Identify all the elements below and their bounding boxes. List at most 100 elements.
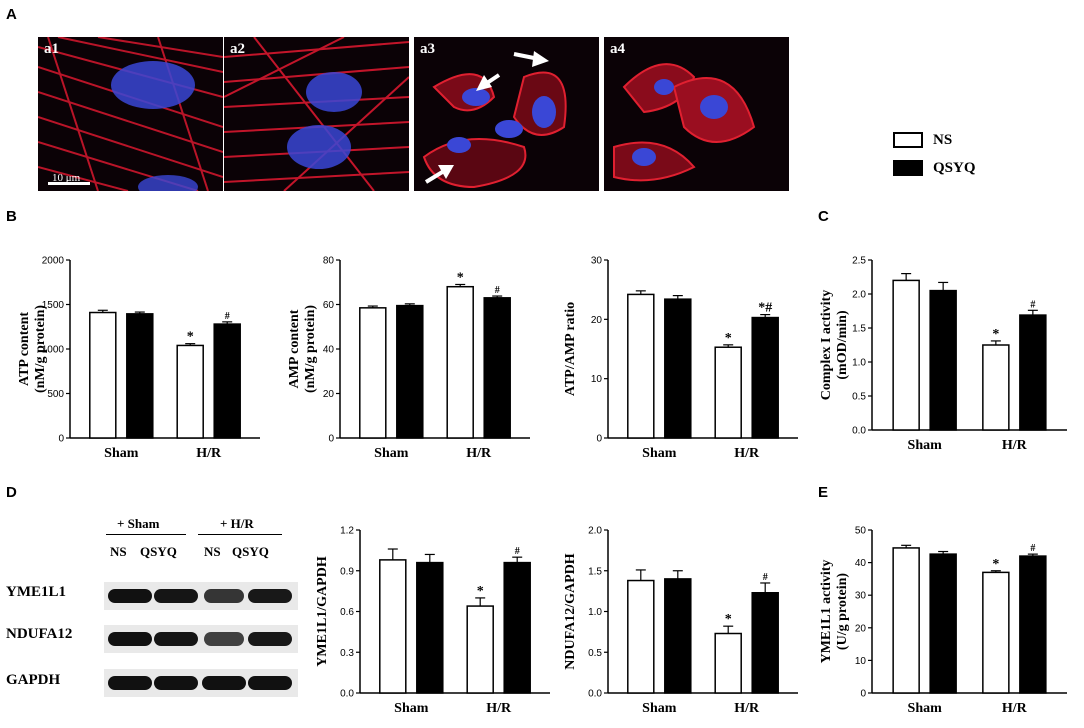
blot-band (248, 632, 292, 646)
micrograph-a4-label: a4 (610, 41, 625, 57)
bar-qsyq-sham (929, 553, 957, 694)
bar-ns-hr (446, 285, 474, 439)
chart-atp-amp-ratio-svg: ATP/AMP ratio 0 10 20 30 Sham * *# H/R (563, 256, 798, 461)
y-axis-label: AMP content (287, 309, 302, 388)
y-tick-label: 0.0 (588, 689, 602, 700)
western-blot: + Sham + H/R NS QSYQ NS QSYQ YME1L1 NDUF… (0, 514, 300, 714)
y-tick-label: 30 (855, 591, 867, 602)
y-tick-label: 0.0 (852, 426, 866, 437)
micrograph-a4: a4 (604, 37, 789, 191)
micrograph-a1: a1 10 μm (38, 37, 223, 191)
bar-qsyq-hr (503, 561, 531, 694)
micrograph-a4-image (613, 63, 756, 182)
x-tick-label: H/R (734, 701, 760, 716)
legend-item-qsyq: QSYQ (893, 158, 976, 178)
significance-marker: # (515, 546, 520, 557)
y-tick-label: 0.0 (340, 689, 354, 700)
x-tick-label: Sham (394, 701, 429, 716)
y-axis-label: Complex I activity (819, 290, 834, 400)
y-tick-label: 1.5 (852, 324, 866, 335)
y-axis-label: YME1L1/GAPDH (315, 556, 330, 667)
blot-lane-1: NS (110, 544, 127, 559)
bar-qsyq-hr (483, 297, 511, 439)
blot-lane-2: QSYQ (140, 544, 177, 559)
bar-qsyq-sham (664, 578, 692, 694)
significance-marker: * (477, 584, 484, 599)
panel-label-e: E (818, 484, 829, 501)
bar-ns-sham (892, 547, 920, 694)
scale-bar-label: 10 μm (52, 172, 81, 184)
x-tick-label: H/R (1002, 438, 1028, 453)
y-axis-label: ATP content (17, 312, 32, 386)
chart-complex-i-activity-svg: Complex I activity (mOD/min) 0.0 0.5 1.0 1.5 2… (819, 256, 1067, 453)
y-axis-label: (nM/g protein) (33, 305, 48, 393)
y-tick-label: 0 (596, 434, 602, 445)
x-tick-label: H/R (196, 446, 222, 461)
x-tick-label: Sham (642, 701, 677, 716)
y-axis-label: (U/g protein) (835, 573, 850, 650)
chart-amp-content: AMP content (nM/g protein) 0 20 40 60 80 Sham * #… (280, 250, 540, 470)
blot-lane-4: QSYQ (232, 544, 269, 559)
y-tick-label: 80 (323, 256, 335, 267)
chart-yme1l1-gapdh-svg: YME1L1/GAPDH 0.0 0.3 0.6 0.9 1.2 Sham * # H/R (315, 526, 550, 716)
blot-lane-3: NS (204, 544, 221, 559)
bar-ns-hr (982, 571, 1010, 694)
legend-label-qsyq: QSYQ (933, 159, 976, 176)
chart-yme1l1-activity-svg: YME1L1 activity (U/g protein) 0 10 20 30 40 50 S… (819, 526, 1067, 716)
bar-ns-hr (714, 632, 742, 694)
blot-row-yme1l1-label: YME1L1 (6, 584, 66, 600)
chart-ndufa12-gapdh: NDUFA12/GAPDH 0.0 0.5 1.0 1.5 2.0 Sham * # H/R (548, 518, 808, 723)
y-tick-label: 2.0 (852, 290, 866, 301)
chart-amp-content-svg: AMP content (nM/g protein) 0 20 40 60 80 Sham * #… (287, 256, 530, 461)
significance-marker: * (992, 327, 999, 342)
x-tick-label: H/R (486, 701, 512, 716)
y-tick-label: 20 (855, 623, 867, 634)
bar-ns-sham (892, 279, 920, 431)
y-axis-label: NDUFA12/GAPDH (563, 553, 578, 670)
blot-group-hr: + H/R (220, 516, 254, 531)
blot-row-ndufa12-label: NDUFA12 (6, 626, 73, 642)
blot-band (154, 589, 198, 603)
micrograph-a3-image (422, 51, 567, 189)
x-tick-label: Sham (908, 438, 943, 453)
significance-marker: # (763, 572, 768, 583)
blot-band (204, 632, 244, 646)
blot-band (248, 676, 292, 690)
legend-label-ns: NS (933, 131, 953, 148)
y-tick-label: 60 (323, 300, 335, 311)
y-axis-label: (mOD/min) (835, 310, 850, 380)
y-tick-label: 1.0 (852, 358, 866, 369)
bar-ns-sham (359, 307, 387, 439)
y-tick-label: 1500 (42, 300, 65, 311)
bar-ns-hr (982, 344, 1010, 431)
y-axis-label: ATP/AMP ratio (563, 302, 578, 396)
y-tick-label: 2000 (42, 256, 65, 267)
chart-yme1l1-activity: YME1L1 activity (U/g protein) 0 10 20 30 40 50 S… (812, 518, 1082, 723)
y-tick-label: 2.5 (852, 256, 866, 267)
bar-qsyq-sham (416, 561, 444, 694)
bar-ns-sham (627, 293, 655, 439)
bar-qsyq-hr (1019, 314, 1047, 431)
y-tick-label: 20 (591, 315, 603, 326)
micrograph-a1-label: a1 (44, 41, 59, 57)
micrograph-a3-label: a3 (420, 41, 435, 57)
legend-swatch-ns (893, 132, 923, 148)
blot-group-sham-underline (106, 534, 186, 535)
y-tick-label: 0.5 (852, 392, 866, 403)
bar-ns-hr (466, 605, 494, 694)
bar-qsyq-sham (396, 304, 424, 439)
significance-marker: * (992, 557, 999, 572)
panel-label-a: A (6, 6, 17, 23)
micrograph-a2-image (224, 37, 409, 191)
blot-row-yme1l1 (104, 582, 298, 610)
bar-qsyq-sham (664, 298, 692, 439)
chart-yme1l1-gapdh: YME1L1/GAPDH 0.0 0.3 0.6 0.9 1.2 Sham * # H/R (300, 518, 560, 723)
chart-ndufa12-gapdh-svg: NDUFA12/GAPDH 0.0 0.5 1.0 1.5 2.0 Sham * # H/R (563, 526, 798, 716)
y-tick-label: 0 (58, 434, 64, 445)
bar-ns-sham (89, 311, 117, 439)
x-tick-label: H/R (1002, 701, 1028, 716)
blot-group-hr-underline (198, 534, 282, 535)
legend-swatch-qsyq (893, 160, 923, 176)
significance-marker: * (725, 612, 732, 627)
blot-band (154, 676, 198, 690)
